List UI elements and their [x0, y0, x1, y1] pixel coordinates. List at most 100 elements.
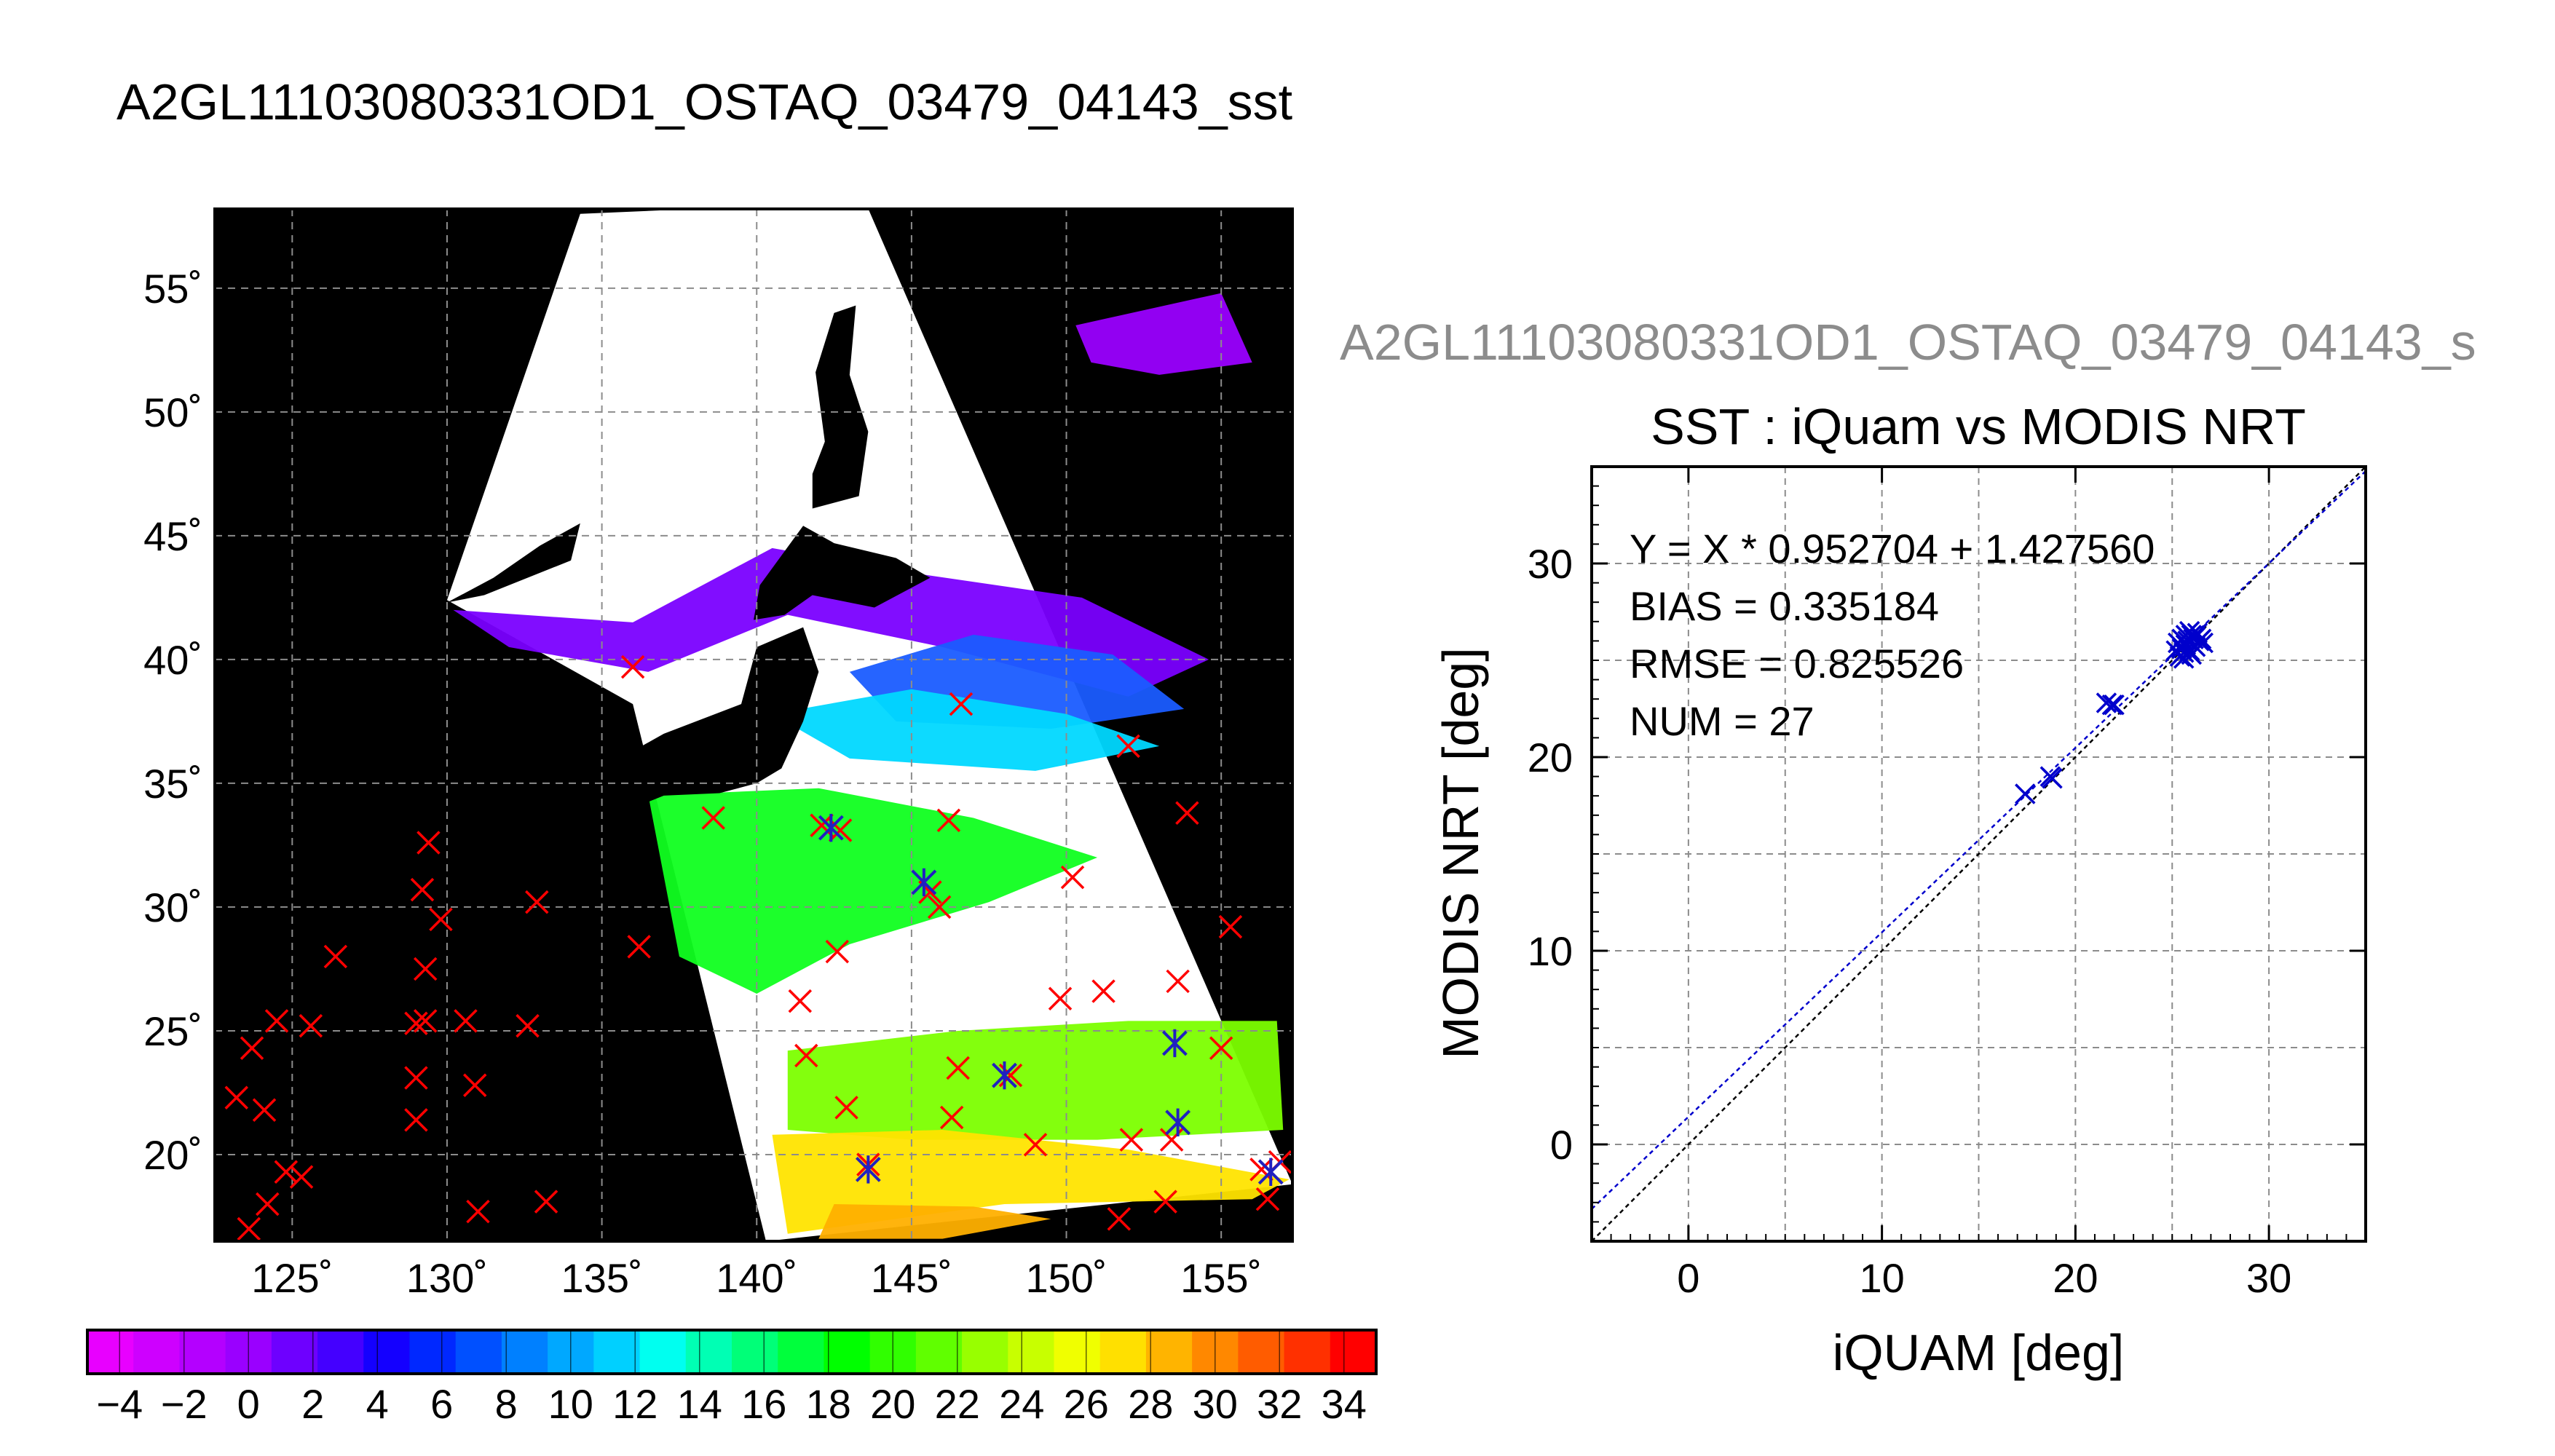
- colorbar-cell-19: [962, 1330, 1008, 1374]
- colorbar-tick-0: −4: [96, 1381, 143, 1427]
- map-gridlines: [215, 209, 1292, 1241]
- insitu-point-20: [466, 1199, 490, 1224]
- map-lon-tick-130: 130˚: [406, 1255, 488, 1301]
- matched-point-4: [1161, 1029, 1188, 1058]
- scatter-stats: Y = X * 0.952704 + 1.427560 BIAS = 0.3351…: [1630, 526, 2155, 744]
- fit-line: [1592, 470, 2366, 1210]
- scatter-point-25: [2192, 632, 2214, 654]
- scatter-lines: [1592, 467, 2366, 1241]
- insitu-point-23: [534, 1190, 558, 1214]
- scatter-x-tick-20: 20: [2053, 1255, 2098, 1301]
- colorbar-tick-2: 0: [237, 1381, 260, 1427]
- scatter-point-5: [2104, 694, 2125, 716]
- insitu-point-25: [627, 935, 651, 959]
- scatter-y-tick-30: 30: [1528, 541, 1573, 587]
- matched-point-0: [818, 813, 844, 842]
- insitu-point-30: [828, 818, 853, 842]
- map-lat-tick-30: 30˚: [143, 885, 202, 930]
- scatter-point-3: [2096, 692, 2117, 713]
- colorbar-cell-8: [455, 1330, 502, 1374]
- map-lat-tick-20: 20˚: [143, 1132, 202, 1178]
- insitu-point-17: [429, 907, 453, 932]
- sst-band-green: [648, 788, 1098, 994]
- insitu-point-37: [939, 1105, 964, 1130]
- colorbar-cell-9: [501, 1330, 548, 1374]
- scatter-y-tick-20: 20: [1528, 735, 1573, 780]
- colorbar-tick-14: 24: [999, 1381, 1044, 1427]
- insitu-point-44: [1091, 979, 1115, 1003]
- scatter-point-24: [2190, 628, 2212, 649]
- sst-color-bands: [453, 293, 1290, 1239]
- scatter-x-tick-10: 10: [1859, 1255, 1904, 1301]
- colorbar-cell-6: [363, 1330, 410, 1374]
- insitu-point-21: [516, 1013, 540, 1038]
- colorbar-cell-16: [824, 1330, 871, 1374]
- insitu-point-54: [1218, 914, 1243, 939]
- colorbar-frame: [86, 1329, 1378, 1375]
- scatter-x-tick-0: 0: [1677, 1255, 1699, 1301]
- colorbar-cell-1: [133, 1330, 180, 1374]
- colorbar-cell-18: [915, 1330, 963, 1374]
- land-mask: [441, 305, 931, 870]
- insitu-point-10: [416, 831, 441, 855]
- scatter-y-axis-label: MODIS NRT [deg]: [1432, 647, 1489, 1059]
- insitu-point-41: [1023, 1133, 1048, 1157]
- insitu-point-27: [788, 989, 813, 1013]
- insitu-point-6: [299, 1013, 323, 1038]
- insitu-point-2: [252, 1098, 277, 1123]
- insitu-point-32: [834, 1096, 858, 1120]
- insitu-point-3: [264, 1009, 289, 1033]
- map-body: [215, 209, 1292, 1241]
- scatter-y-tick-0: 0: [1550, 1122, 1573, 1168]
- map-lat-tick-25: 25˚: [143, 1008, 202, 1054]
- colorbar-cell-25: [1238, 1330, 1285, 1374]
- map-lon-tick-125: 125˚: [251, 1255, 333, 1301]
- map-lon-tick-135: 135˚: [561, 1255, 643, 1301]
- colorbar-tick-4: 4: [366, 1381, 389, 1427]
- insitu-point-51: [1175, 801, 1199, 825]
- scatter-x-tick-30: 30: [2246, 1255, 2291, 1301]
- colorbar-cell-5: [317, 1330, 364, 1374]
- scatter-gridlines: [1592, 467, 2366, 1241]
- insitu-point-5: [289, 1165, 314, 1189]
- identity-line: [1592, 467, 2366, 1241]
- map-lon-tick-155: 155˚: [1180, 1255, 1262, 1301]
- colorbar-cell-23: [1145, 1330, 1193, 1374]
- matched-point-3: [992, 1061, 1017, 1090]
- insitu-point-56: [1255, 1187, 1280, 1211]
- colorbar-tick-9: 14: [677, 1381, 722, 1427]
- colorbar-cell-26: [1284, 1330, 1331, 1374]
- scatter-stat-3: NUM = 27: [1630, 698, 1814, 744]
- scatter-stat-2: RMSE = 0.825526: [1630, 641, 1964, 687]
- matched-point-5: [1165, 1108, 1191, 1136]
- colorbar-tick-7: 10: [548, 1381, 593, 1427]
- map-lat-tick-45: 45˚: [143, 513, 202, 559]
- colorbar-cell-11: [593, 1330, 641, 1374]
- insitu-point-13: [404, 1011, 428, 1035]
- map-lon-tick-145: 145˚: [871, 1255, 952, 1301]
- scatter-point-0: [2015, 783, 2036, 804]
- map-lat-tick-40: 40˚: [143, 637, 202, 683]
- colorbar-cell-15: [778, 1330, 824, 1374]
- colorbar-tick-labels: −4 −2 0 2 4 6 8 10 12 14 16 18 20 22 24 26 28 30 32 34: [96, 1330, 1367, 1427]
- insitu-point-14: [413, 1009, 438, 1033]
- colorbar-cell-12: [639, 1330, 687, 1374]
- insitu-point-55: [1249, 1158, 1273, 1182]
- insitu-point-8: [256, 1192, 280, 1216]
- sst-colorbar: −4 −2 0 2 4 6 8 10 12 14 16 18 20 22 24 26 28 30 32 34: [86, 1329, 1378, 1427]
- colorbar-tick-8: 12: [612, 1381, 657, 1427]
- insitu-point-42: [1048, 986, 1073, 1010]
- scatter-point-4: [2101, 694, 2123, 716]
- colorbar-tick-3: 2: [301, 1381, 324, 1427]
- colorbar-tick-19: 34: [1322, 1381, 1367, 1427]
- insitu-point-9: [323, 944, 348, 969]
- scatter-stat-1: BIAS = 0.335184: [1630, 583, 1939, 629]
- colorbar-cell-14: [732, 1330, 778, 1374]
- colorbar-cells: [87, 1330, 1377, 1374]
- matched-point-6: [1257, 1158, 1284, 1186]
- colorbar-cell-13: [685, 1330, 732, 1374]
- insitu-point-36: [936, 808, 961, 833]
- insitu-point-7: [237, 1216, 261, 1241]
- colorbar-cell-7: [409, 1330, 457, 1374]
